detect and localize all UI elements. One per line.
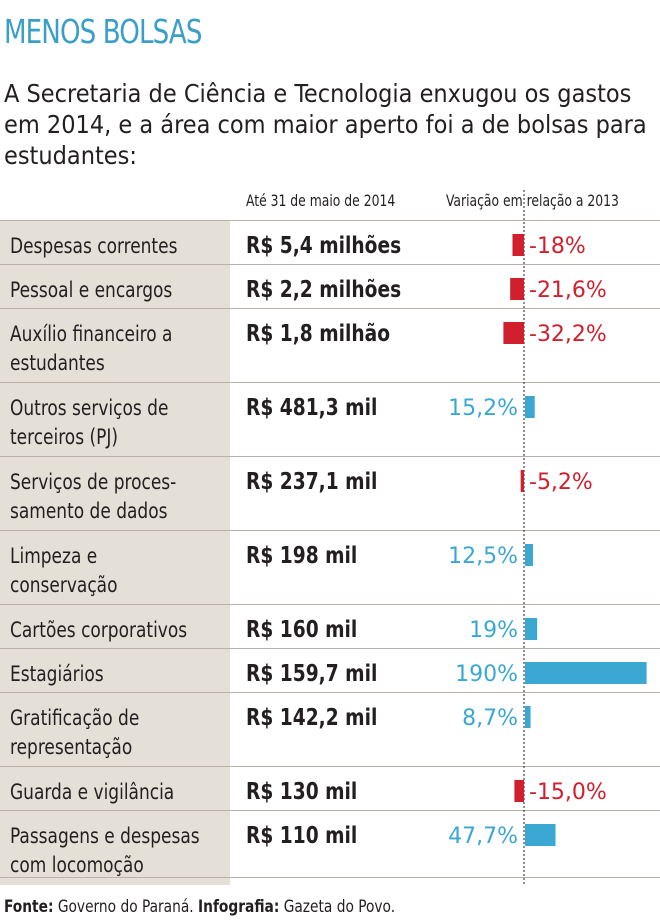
row-label-line: Auxílio financeiro a (10, 322, 173, 346)
variation-bar (510, 278, 524, 300)
row-value: R$ 2,2 milhões (246, 277, 402, 303)
credit-text: Gazeta do Povo. (283, 897, 396, 917)
row-value: R$ 1,8 milhão (246, 321, 391, 347)
variation-label: 8,7% (462, 706, 518, 731)
row-label-line: Serviços de proces- (10, 470, 177, 494)
row-value: R$ 130 mil (246, 779, 358, 805)
variation-label: -15,0% (529, 780, 607, 805)
table-row: Serviços de proces-samento de dados R$ 23… (0, 456, 660, 531)
column-header-value: Até 31 de maio de 2014 (246, 191, 396, 210)
variation-bar (525, 706, 531, 728)
row-label-line: com locomoção (10, 853, 144, 877)
variation-bar (525, 662, 647, 684)
row-value: R$ 198 mil (246, 543, 358, 569)
row-label: Guarda e vigilância (0, 767, 230, 811)
row-label: Estagiários (0, 649, 230, 693)
row-label: Gratificação de representação (0, 693, 230, 767)
row-label: Despesas correntes (0, 221, 230, 265)
row-label-line: Gratificação de (10, 706, 140, 730)
variation-label: -18% (529, 234, 586, 259)
variation-bar (525, 396, 535, 418)
row-value: R$ 237,1 mil (246, 469, 378, 495)
row-label-line: Passagens e despesas (10, 824, 200, 848)
table-row: Guarda e vigilância R$ 130 mil (0, 766, 660, 811)
table-row: Limpeza e conservação R$ 198 mil (0, 530, 660, 605)
variation-bar (525, 544, 533, 566)
row-label: Auxílio financeiro a estudantes (0, 309, 230, 383)
credit-label: Infografia: (198, 897, 280, 917)
variation-label: 47,7% (448, 824, 518, 849)
table-row: Despesas correntes R$ 5,4 milhões (0, 220, 660, 265)
row-label-line: Despesas correntes (10, 234, 178, 258)
table-row: Cartões corporativos R$ 160 mil (0, 604, 660, 649)
row-label-line: Limpeza e (10, 544, 98, 568)
variation-bar (525, 824, 556, 846)
source-text: Governo do Paraná. (57, 897, 194, 917)
variation-label: -21,6% (529, 278, 607, 303)
source-note: Fonte: Governo do Paraná. Infografia: Ga… (4, 897, 395, 917)
row-label-line: conservação (10, 573, 118, 597)
table-row: Pessoal e encargos R$ 2,2 milhões (0, 264, 660, 309)
chart-subtitle: A Secretaria de Ciência e Tecnologia enx… (4, 79, 647, 170)
chart-title: MENOS BOLSAS (4, 12, 202, 51)
table-row: Gratificação de representação R$ 142,2 mil (0, 692, 660, 767)
row-label-line: Pessoal e encargos (10, 278, 173, 302)
row-value: R$ 5,4 milhões (246, 233, 402, 259)
row-value: R$ 142,2 mil (246, 705, 378, 731)
row-label-line: samento de dados (10, 499, 168, 523)
row-label-line: estudantes (10, 351, 105, 375)
table-bottom-rule (0, 877, 660, 878)
variation-label: -32,2% (529, 322, 607, 347)
row-label: Limpeza e conservação (0, 531, 230, 605)
variation-label: -5,2% (529, 470, 593, 495)
row-label: Cartões corporativos (0, 605, 230, 649)
row-value: R$ 159,7 mil (246, 661, 378, 687)
row-label-line: Estagiários (10, 662, 104, 686)
variation-bar (503, 322, 524, 344)
variation-bar (520, 470, 524, 492)
row-label-line: Outros serviços de (10, 396, 169, 420)
row-label-line: Cartões corporativos (10, 618, 188, 642)
row-value: R$ 110 mil (246, 823, 358, 849)
variation-label: 190% (455, 662, 518, 687)
row-label-line: Guarda e vigilância (10, 780, 175, 804)
row-label-line: terceiros (PJ) (10, 425, 119, 449)
row-label: Serviços de proces-samento de dados (0, 457, 230, 531)
row-value: R$ 160 mil (246, 617, 358, 643)
variation-label: 12,5% (448, 544, 518, 569)
table-row: Outros serviços de terceiros (PJ) R$ 481,3… (0, 382, 660, 457)
variation-chart: -18% -21,6% -32,2% 15,2% -5,2% 12,5% 19% 190% 8,… (448, 190, 647, 884)
row-label: Outros serviços de terceiros (PJ) (0, 383, 230, 457)
variation-bar (512, 234, 524, 256)
column-header-variation: Variação em relação a 2013 (446, 191, 619, 210)
row-label: Pessoal e encargos (0, 265, 230, 309)
variation-label: 19% (469, 618, 518, 643)
row-label-line: representação (10, 735, 133, 759)
table-row: Estagiários R$ 159,7 mil (0, 648, 660, 693)
variation-bar (514, 780, 524, 802)
variation-label: 15,2% (448, 396, 518, 421)
variation-bar (525, 618, 538, 640)
source-label: Fonte: (4, 897, 54, 917)
row-value: R$ 481,3 mil (246, 395, 378, 421)
table-row: Auxílio financeiro a estudantes R$ 1,8 mil… (0, 308, 660, 383)
row-label: Passagens e despesas com locomoção (0, 811, 230, 885)
table-row: Passagens e despesas com locomoção R$ 110 … (0, 810, 660, 885)
